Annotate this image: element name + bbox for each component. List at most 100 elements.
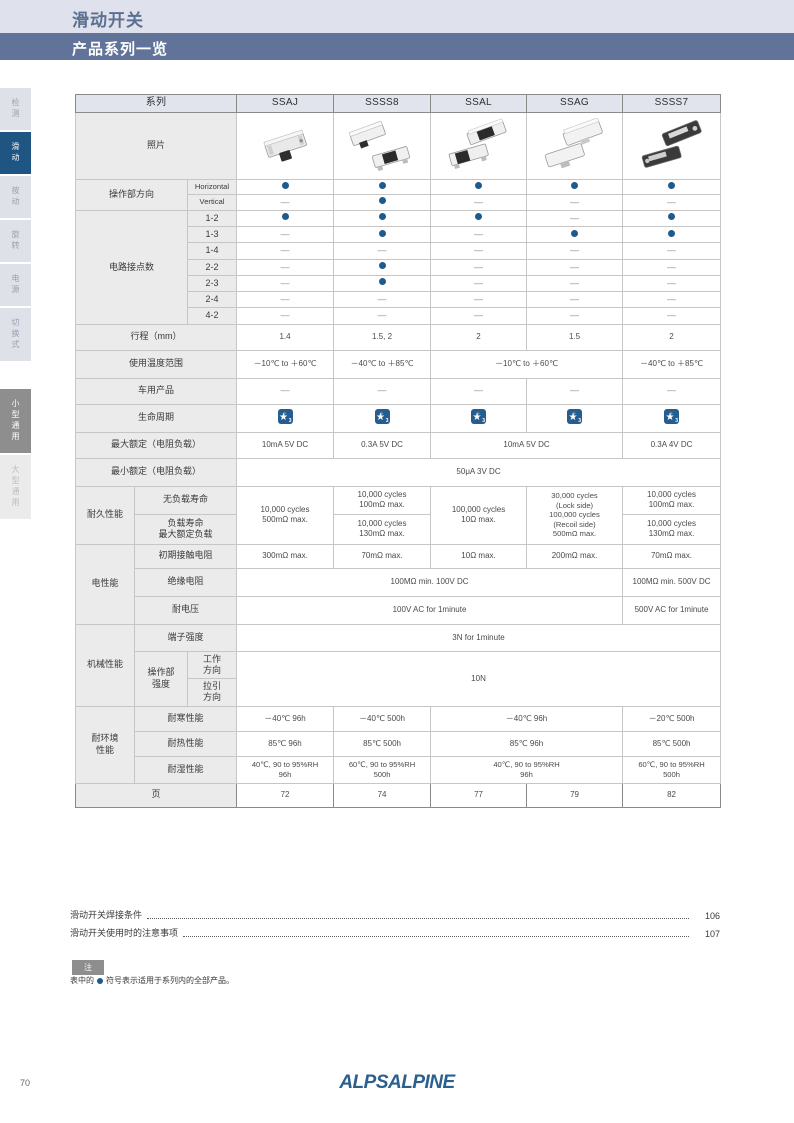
cell-maxrating-ssaj: 10mA 5V DC (236, 431, 335, 459)
actuator-pull-direction-label: 拉引 方向 (186, 678, 238, 707)
dash-icon: — (280, 310, 290, 321)
cell-page-ssal[interactable]: 77 (430, 782, 528, 808)
dash-icon: — (570, 196, 580, 207)
dash-icon: — (280, 294, 290, 304)
cell-cold-ssal-ssag: －40℃ 96h (430, 705, 624, 732)
sidebar-item-rotary[interactable]: 旋转 (0, 220, 31, 262)
cell-page-ssag[interactable]: 79 (526, 782, 624, 808)
cell-c42-ssss8: — (333, 307, 432, 325)
cell-c14-ssss7: — (622, 242, 722, 260)
dash-icon: — (474, 277, 484, 288)
cell-durability-load-ssss7: 10,000 cycles 130mΩ max. (622, 513, 722, 545)
dielectric-label: 耐电压 (133, 595, 238, 625)
sidebar-item-toggle[interactable]: 切换式 (0, 308, 31, 361)
dot-leader (147, 918, 689, 919)
note-text-before: 表中的 (70, 976, 94, 985)
photo-ssss7 (622, 111, 722, 180)
cell-travel-ssss7: 2 (622, 323, 722, 351)
temperature-label: 使用温度范围 (74, 349, 238, 379)
dash-icon: — (570, 294, 580, 304)
cell-page-ssss8[interactable]: 74 (333, 782, 432, 808)
automotive-label: 车用产品 (74, 377, 238, 405)
cell-travel-ssaj: 1.4 (236, 323, 335, 351)
cell-heat-ssss8: 85℃ 500h (333, 730, 432, 757)
table-row-travel: 行程（mm） 1.4 1.5, 2 2 1.5 2 (74, 323, 722, 351)
sidebar-item-detect[interactable]: 检测 (0, 88, 31, 130)
dash-icon: — (474, 245, 484, 256)
cell-c24-ssal: — (430, 290, 528, 309)
series-header-label: 系列 (74, 94, 238, 113)
cell-insulres-ssss7: 100MΩ min. 500V DC (622, 567, 722, 597)
sidebar-item-slide[interactable]: 滑动 (0, 132, 31, 174)
dash-icon: — (377, 245, 387, 256)
sidebar-item-large-general[interactable]: 大型通用 (0, 455, 31, 519)
cell-c22-ssag: — (526, 258, 624, 276)
dash-icon: — (474, 229, 484, 239)
footer-page-number: 70 (20, 1078, 31, 1088)
heat-resistance-label: 耐热性能 (133, 730, 238, 757)
cell-maxrating-ssal-ssag: 10mA 5V DC (430, 431, 624, 459)
dash-icon: — (667, 245, 677, 256)
cell-maxrating-ssss8: 0.3A 5V DC (333, 431, 432, 459)
header-top-bar: 滑动开关 (0, 0, 794, 33)
durability-noload-label: 无负载寿命 (133, 485, 238, 515)
cell-durability-load-ssss8: 10,000 cycles 130mΩ max. (333, 513, 432, 545)
table-row-insulation-resistance: 绝缘电阻 100MΩ min. 100V DC 100MΩ min. 500V … (76, 567, 722, 597)
product-series-spec-table: 系列 SSAJ SSSS8 SSAL SSAG SSSS7 照片 (74, 94, 722, 808)
cell-auto-ssss7: — (622, 377, 722, 405)
sidebar-item-push[interactable]: 按动 (0, 176, 31, 218)
cell-contactres-ssaj: 300mΩ max. (236, 543, 335, 569)
cell-c24-ssss8: — (333, 290, 432, 309)
table-row-durability-load: 负载寿命 最大额定负载 10,000 cycles 130mΩ max. 10,… (76, 513, 722, 545)
cell-page-ssss7[interactable]: 82 (622, 782, 722, 808)
bullet-dot-icon (378, 278, 386, 286)
sidebar-item-power[interactable]: 电源 (0, 264, 31, 306)
cell-heat-ssaj: 85℃ 96h (236, 730, 335, 757)
cell-cold-ssss8: －40℃ 500h (333, 705, 432, 732)
cell-dir-h-ssss8 (333, 178, 432, 195)
cell-contactres-ssss7: 70mΩ max. (622, 543, 722, 569)
dash-icon: — (474, 294, 484, 304)
cell-dir-v-ssal: — (430, 193, 528, 211)
link-row-precautions[interactable]: 滑动开关使用时的注意事项 107 (70, 926, 720, 939)
cell-c24-ssss7: — (622, 290, 722, 309)
cell-c13-ssss8 (333, 225, 432, 244)
cell-c12-ssal (430, 209, 528, 228)
cell-contactres-ssag: 200mΩ max. (526, 543, 624, 569)
cell-humid-ssaj: 40℃, 90 to 95%RH 96h (236, 755, 335, 784)
cell-auto-ssag: — (526, 377, 624, 405)
bullet-dot-icon (571, 181, 579, 189)
max-rating-label: 最大额定（电阻负载） (74, 431, 238, 459)
cell-c23-ssaj: — (236, 274, 335, 293)
table-row-contacts-1-2: 电路接点数 1-2 — (75, 209, 722, 325)
table-row-temperature: 使用温度范围 －10℃ to ＋60℃ －40℃ to ＋85℃ －10℃ to… (74, 349, 722, 379)
cell-humid-ssss8: 60℃, 90 to 95%RH 500h (333, 755, 432, 784)
link-row-soldering[interactable]: 滑动开关焊接条件 106 (70, 908, 720, 921)
cell-page-ssaj[interactable]: 72 (236, 782, 335, 808)
dash-icon: — (280, 277, 290, 288)
table-header-row: 系列 SSAJ SSSS8 SSAL SSAG SSSS7 (74, 94, 722, 113)
environment-label: 耐环境 性能 (75, 705, 135, 784)
table-row-page: 页 72 74 77 79 82 (74, 782, 722, 808)
switch-photo-icon (263, 129, 307, 162)
cell-temp-ssss7: －40℃ to ＋85℃ (622, 349, 722, 379)
cell-lifecycle-ssag: ✦ ★ 3 (526, 403, 624, 433)
cell-temp-ssss8: －40℃ to ＋85℃ (333, 349, 432, 379)
cell-cold-ssss7: －20℃ 500h (622, 705, 722, 732)
cell-c42-ssag: — (526, 307, 624, 325)
sidebar-item-small-general[interactable]: 小型通用 (0, 389, 31, 453)
dash-icon: — (667, 294, 677, 304)
dash-icon: — (280, 261, 290, 272)
column-header-ssag: SSAG (526, 94, 624, 113)
cell-c13-ssaj: — (236, 225, 335, 244)
contacts-sub-2-2: 2-2 (186, 258, 238, 276)
cell-contactres-ssss8: 70mΩ max. (333, 543, 432, 569)
bullet-dot-icon (668, 181, 676, 189)
dash-icon: — (474, 385, 484, 396)
cell-terminal-all: 3N for 1minute (236, 623, 722, 652)
switch-photo-icon (348, 120, 411, 171)
contacts-sub-1-3: 1-3 (186, 225, 238, 244)
contacts-sub-1-2: 1-2 (186, 209, 238, 228)
link-label-precautions: 滑动开关使用时的注意事项 (70, 928, 179, 938)
switch-photo-icon (448, 117, 506, 169)
